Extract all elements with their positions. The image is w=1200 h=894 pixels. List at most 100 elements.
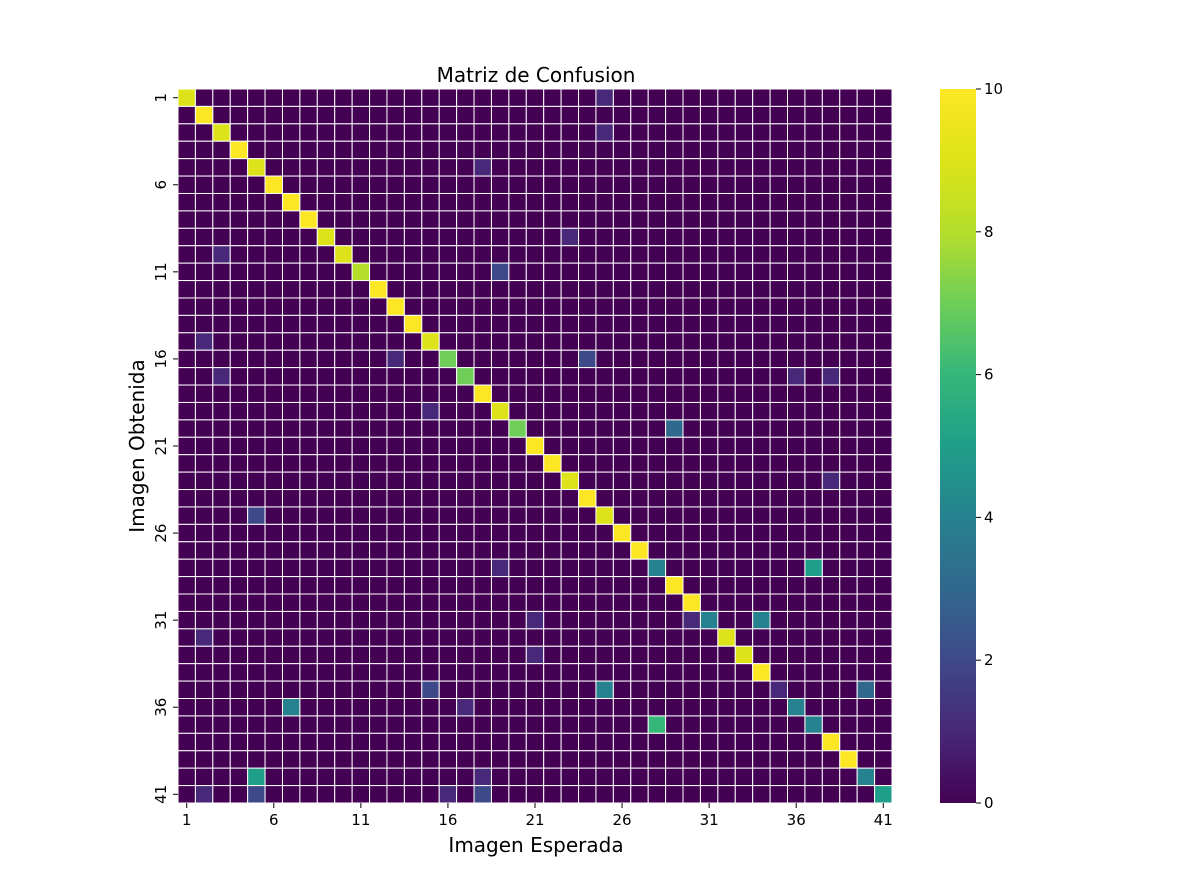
- heatmap-cell: [666, 106, 683, 123]
- heatmap-cell: [230, 611, 247, 628]
- heatmap-cell: [840, 646, 857, 663]
- heatmap-cell: [788, 629, 805, 646]
- heatmap-cell: [631, 333, 648, 350]
- heatmap-cell: [822, 402, 839, 419]
- heatmap-cell: [265, 490, 282, 507]
- heatmap-cell: [404, 176, 421, 193]
- heatmap-cell: [700, 106, 717, 123]
- heatmap-cell: [753, 333, 770, 350]
- heatmap-cell: [735, 176, 752, 193]
- heatmap-cell: [770, 507, 787, 524]
- heatmap-cell: [700, 542, 717, 559]
- heatmap-cell: [491, 89, 508, 106]
- heatmap-cell: [439, 664, 456, 681]
- heatmap-cell: [735, 751, 752, 768]
- heatmap-cell: [666, 89, 683, 106]
- heatmap-cell: [439, 629, 456, 646]
- heatmap-cell: [840, 611, 857, 628]
- heatmap-cell: [370, 246, 387, 263]
- heatmap-cell: [596, 681, 613, 698]
- heatmap-cell: [282, 350, 299, 367]
- heatmap-cell: [631, 141, 648, 158]
- heatmap-cell: [544, 368, 561, 385]
- heatmap-cell: [666, 263, 683, 280]
- heatmap-cell: [230, 89, 247, 106]
- heatmap-cell: [753, 768, 770, 785]
- heatmap-cell: [700, 124, 717, 141]
- heatmap-cell: [422, 315, 439, 332]
- heatmap-cell: [370, 751, 387, 768]
- heatmap-cell: [387, 159, 404, 176]
- heatmap-cell: [265, 611, 282, 628]
- heatmap-cell: [335, 315, 352, 332]
- heatmap-cell: [300, 611, 317, 628]
- heatmap-cell: [439, 594, 456, 611]
- heatmap-cell: [788, 176, 805, 193]
- heatmap-cell: [178, 228, 195, 245]
- heatmap-cell: [805, 246, 822, 263]
- y-tick-label: 11: [152, 262, 170, 281]
- heatmap-cell: [822, 176, 839, 193]
- heatmap-cell: [561, 490, 578, 507]
- heatmap-cell: [753, 681, 770, 698]
- heatmap-cell: [526, 437, 543, 454]
- heatmap-cell: [683, 629, 700, 646]
- heatmap-cell: [370, 664, 387, 681]
- heatmap-cell: [596, 611, 613, 628]
- heatmap-cell: [300, 350, 317, 367]
- heatmap-cell: [735, 263, 752, 280]
- heatmap-cell: [753, 176, 770, 193]
- heatmap-cell: [335, 89, 352, 106]
- heatmap-cell: [387, 768, 404, 785]
- heatmap-cell: [822, 524, 839, 541]
- heatmap-cell: [457, 333, 474, 350]
- heatmap-cell: [840, 472, 857, 489]
- heatmap-cell: [700, 559, 717, 576]
- heatmap-cell: [753, 124, 770, 141]
- heatmap-cell: [265, 350, 282, 367]
- heatmap-cell: [840, 211, 857, 228]
- heatmap-cell: [544, 577, 561, 594]
- heatmap-cell: [178, 699, 195, 716]
- heatmap-cell: [352, 786, 369, 803]
- heatmap-cell: [422, 89, 439, 106]
- heatmap-cell: [178, 577, 195, 594]
- heatmap-cell: [683, 559, 700, 576]
- heatmap-cell: [317, 733, 334, 750]
- heatmap-cell: [840, 106, 857, 123]
- heatmap-cell: [770, 159, 787, 176]
- heatmap-cell: [788, 350, 805, 367]
- heatmap-cell: [300, 699, 317, 716]
- heatmap-cell: [213, 420, 230, 437]
- colorbar-tick-label: 2: [984, 651, 994, 669]
- heatmap-cell: [735, 124, 752, 141]
- heatmap-cell: [753, 298, 770, 315]
- heatmap-cell: [596, 768, 613, 785]
- heatmap-cell: [387, 611, 404, 628]
- heatmap-cell: [683, 664, 700, 681]
- heatmap-cell: [544, 333, 561, 350]
- heatmap-cell: [561, 368, 578, 385]
- heatmap-cell: [631, 577, 648, 594]
- heatmap-cell: [735, 664, 752, 681]
- heatmap-cell: [596, 733, 613, 750]
- heatmap-cell: [213, 350, 230, 367]
- heatmap-cell: [857, 124, 874, 141]
- heatmap-cell: [718, 298, 735, 315]
- heatmap-cell: [282, 420, 299, 437]
- heatmap-cell: [248, 646, 265, 663]
- heatmap-cell: [648, 368, 665, 385]
- heatmap-cell: [875, 664, 892, 681]
- heatmap-cell: [805, 786, 822, 803]
- heatmap-cell: [857, 141, 874, 158]
- heatmap-cell: [282, 228, 299, 245]
- heatmap-cell: [857, 350, 874, 367]
- heatmap-cell: [439, 368, 456, 385]
- heatmap-cell: [195, 664, 212, 681]
- heatmap-cell: [195, 176, 212, 193]
- heatmap-cell: [753, 751, 770, 768]
- heatmap-cell: [509, 594, 526, 611]
- heatmap-cell: [317, 768, 334, 785]
- heatmap-cell: [822, 298, 839, 315]
- heatmap-cell: [544, 211, 561, 228]
